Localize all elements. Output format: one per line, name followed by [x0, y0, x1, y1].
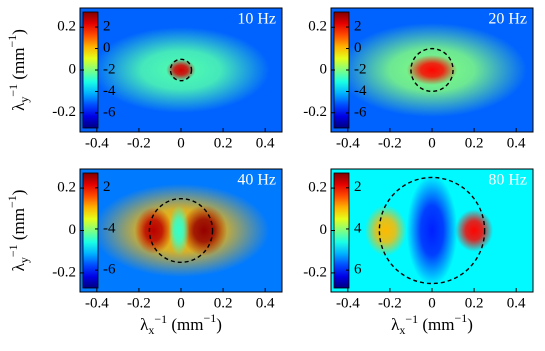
plot-frame [330, 168, 534, 293]
colorbar [333, 172, 350, 289]
intensity-blob [364, 205, 407, 256]
colorbar-tick-label: 6 [354, 262, 362, 278]
colorbar [82, 172, 99, 289]
y-tick-label: 0.2 [57, 19, 76, 35]
intensity-blob [166, 59, 196, 81]
x-tick-label: 0.4 [507, 295, 526, 311]
y-tick-label: 0 [320, 61, 328, 77]
x-tick-label: -0.2 [127, 135, 151, 151]
dashed-circle [410, 47, 454, 93]
x-tick-label: 0 [177, 295, 185, 311]
colorbar-tick-label: -2 [354, 61, 367, 77]
y-tick-label: 0.2 [308, 19, 327, 35]
x-tick-label: -0.2 [127, 295, 151, 311]
panel-annotation: 10 Hz [237, 11, 276, 28]
y-tick-label: 0 [69, 222, 77, 238]
colorbar-tick-label: 2 [103, 18, 111, 34]
x-tick-label: 0.2 [214, 135, 233, 151]
colorbar-tick-label: 4 [354, 220, 362, 236]
x-tick-label: 0.4 [256, 135, 275, 151]
x-tick-label: 0.4 [507, 135, 526, 151]
y-axis-label: λy−1 (mm−1) [5, 29, 31, 111]
panel-annotation: 80 Hz [488, 172, 527, 189]
colorbar-tick-label: 0 [103, 40, 111, 56]
x-tick-label: -0.2 [378, 135, 402, 151]
x-tick-label: 0 [428, 135, 436, 151]
svg-text:λy−1 (mm−1): λy−1 (mm−1) [5, 29, 31, 111]
x-tick-label: 0.2 [214, 295, 233, 311]
y-tick-label: 0.2 [57, 180, 76, 196]
x-tick-label: 0.4 [256, 295, 275, 311]
plot-frame [330, 7, 534, 133]
colorbar-tick-label: -6 [103, 104, 116, 120]
colorbar-tick-label: -6 [103, 262, 116, 278]
heatmap [80, 169, 282, 292]
heatmap [80, 8, 282, 132]
intensity-blob [168, 205, 190, 256]
x-tick-label: -0.4 [85, 135, 109, 151]
svg-text:λx−1 (mm−1): λx−1 (mm−1) [140, 311, 222, 337]
plot-frame [79, 7, 283, 133]
x-tick-label: 0 [428, 295, 436, 311]
colorbar-tick-label: 2 [354, 179, 362, 195]
y-tick-label: 0 [69, 61, 77, 77]
dashed-circle [148, 197, 214, 264]
heatmap [331, 8, 533, 132]
x-tick-label: 0.2 [465, 295, 484, 311]
colorbar-tick-label: 2 [103, 179, 111, 195]
intensity-blob [181, 205, 228, 256]
x-tick-label: 0.2 [465, 135, 484, 151]
plot-frame [79, 168, 283, 293]
intensity-blob [455, 209, 494, 252]
x-tick-label: -0.4 [336, 135, 360, 151]
x-tick-label: -0.2 [378, 295, 402, 311]
intensity-blob [406, 175, 458, 286]
panel-annotation: 20 Hz [488, 11, 527, 28]
intensity-blob [406, 55, 458, 85]
colorbar-tick-label: -2 [103, 61, 116, 77]
colorbar-tick-label: 2 [354, 18, 362, 34]
colorbar-tick-label: 0 [354, 40, 362, 56]
colorbar-tick-label: -4 [103, 220, 116, 236]
panel-annotation: 40 Hz [237, 172, 276, 189]
y-tick-label: 0.2 [308, 180, 327, 196]
y-tick-label: 0 [320, 222, 328, 238]
colorbar-tick-label: -4 [103, 83, 116, 99]
dashed-circle [378, 176, 486, 285]
y-tick-label: -0.2 [303, 104, 327, 120]
heatmap [331, 169, 533, 292]
y-axis-label: λy−1 (mm−1) [5, 190, 31, 272]
colorbar-tick-label: -6 [354, 104, 367, 120]
svg-text:λy−1 (mm−1): λy−1 (mm−1) [5, 190, 31, 272]
x-axis-label: λx−1 (mm−1) [391, 311, 473, 337]
x-tick-label: -0.4 [85, 295, 109, 311]
colorbar-tick-label: -4 [354, 83, 367, 99]
x-tick-label: 0 [177, 135, 185, 151]
dashed-circle [169, 58, 193, 82]
y-tick-label: -0.2 [52, 264, 76, 280]
svg-text:λx−1 (mm−1): λx−1 (mm−1) [391, 311, 473, 337]
x-axis-label: λx−1 (mm−1) [140, 311, 222, 337]
intensity-blob [134, 207, 173, 254]
x-tick-label: -0.4 [336, 295, 360, 311]
y-tick-label: -0.2 [303, 264, 327, 280]
y-tick-label: -0.2 [52, 104, 76, 120]
